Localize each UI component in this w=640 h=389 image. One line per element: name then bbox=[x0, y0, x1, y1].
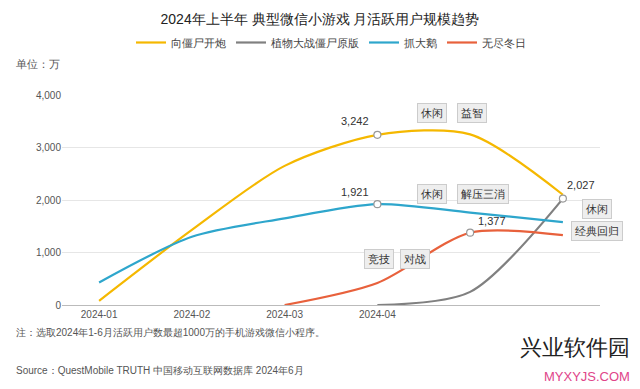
svg-text:1,377: 1,377 bbox=[478, 215, 506, 227]
svg-text:2,000: 2,000 bbox=[36, 195, 61, 206]
svg-text:2024-04: 2024-04 bbox=[359, 309, 396, 320]
svg-text:Source：QuestMobile TRUTH 中国移动互: Source：QuestMobile TRUTH 中国移动互联网数据库 2024… bbox=[16, 365, 304, 376]
svg-text:3,000: 3,000 bbox=[36, 142, 61, 153]
svg-text:向僵尸开炮: 向僵尸开炮 bbox=[171, 37, 226, 49]
svg-text:经典回归: 经典回归 bbox=[575, 225, 619, 237]
svg-text:休闲: 休闲 bbox=[421, 107, 443, 119]
svg-text:植物大战僵尸原版: 植物大战僵尸原版 bbox=[271, 37, 359, 49]
svg-text:4,000: 4,000 bbox=[36, 90, 61, 101]
svg-text:解压三消: 解压三消 bbox=[461, 188, 505, 200]
svg-text:注：选取2024年1-6月活跃用户数最超1000万的手机游戏: 注：选取2024年1-6月活跃用户数最超1000万的手机游戏微信小程序。 bbox=[16, 327, 325, 338]
svg-text:抓大鹅: 抓大鹅 bbox=[404, 37, 437, 49]
svg-text:2024-01: 2024-01 bbox=[81, 309, 118, 320]
svg-text:MYXYJS.COM: MYXYJS.COM bbox=[544, 369, 630, 384]
svg-text:对战: 对战 bbox=[404, 253, 426, 265]
svg-text:3,242: 3,242 bbox=[341, 115, 369, 127]
svg-text:2024年上半年 典型微信小游戏 月活跃用户规模趋势: 2024年上半年 典型微信小游戏 月活跃用户规模趋势 bbox=[161, 11, 480, 27]
svg-text:0: 0 bbox=[55, 300, 61, 311]
svg-text:1,000: 1,000 bbox=[36, 247, 61, 258]
svg-text:1,921: 1,921 bbox=[341, 186, 369, 198]
svg-text:单位：万: 单位：万 bbox=[16, 58, 60, 70]
svg-text:竞技: 竞技 bbox=[368, 253, 390, 265]
svg-text:2024-03: 2024-03 bbox=[266, 309, 303, 320]
svg-text:休闲: 休闲 bbox=[421, 188, 443, 200]
svg-text:2024-02: 2024-02 bbox=[174, 309, 211, 320]
svg-text:休闲: 休闲 bbox=[586, 203, 608, 215]
svg-text:无尽冬日: 无尽冬日 bbox=[482, 37, 526, 49]
svg-text:益智: 益智 bbox=[461, 107, 483, 119]
svg-text:兴业软件园: 兴业软件园 bbox=[520, 335, 630, 360]
svg-text:2,027: 2,027 bbox=[567, 179, 595, 191]
